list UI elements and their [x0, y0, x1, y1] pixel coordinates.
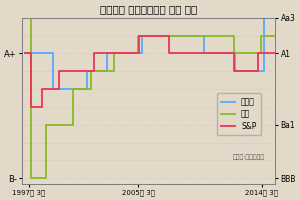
Legend: 무디스, 피치, S&P: 무디스, 피치, S&P — [217, 93, 261, 135]
Title: 우리나라 국가신용등급 변화 추이: 우리나라 국가신용등급 변화 추이 — [100, 4, 197, 14]
Text: 〈자료:블룸버그〉: 〈자료:블룸버그〉 — [233, 155, 265, 160]
